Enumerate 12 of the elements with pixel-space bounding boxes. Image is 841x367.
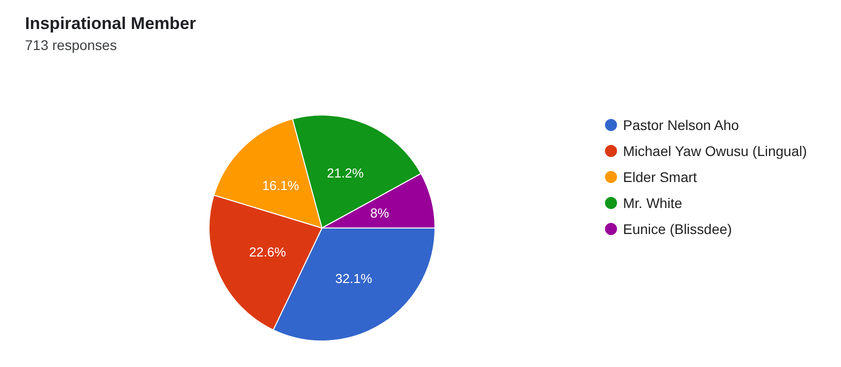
data-label: 16.1% (262, 178, 300, 193)
data-label: 22.6% (249, 244, 286, 260)
legend-label: Elder Smart (623, 169, 698, 185)
legend-label: Michael Yaw Owusu (Lingual) (623, 143, 807, 159)
legend-label: Mr. White (623, 195, 682, 211)
legend-label: Pastor Nelson Aho (623, 117, 740, 133)
text: 713 responses (25, 37, 117, 53)
data-label: 8% (370, 206, 390, 221)
legend-label: Eunice (Blissdee) (623, 221, 732, 237)
chart-title: Inspirational Member (25, 14, 196, 33)
data-label: 21.2% (326, 166, 364, 181)
data-label: 32.1% (335, 270, 373, 286)
